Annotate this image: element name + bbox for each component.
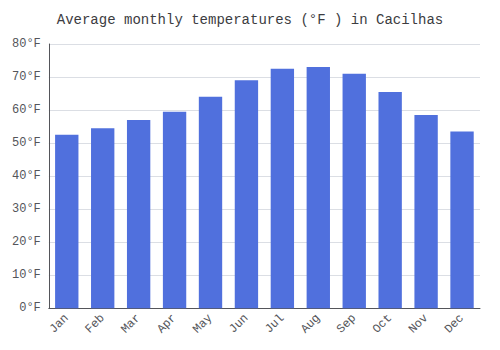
svg-text:Apr: Apr bbox=[154, 311, 179, 336]
svg-text:Aug: Aug bbox=[298, 311, 323, 336]
svg-text:Jan: Jan bbox=[47, 311, 72, 336]
svg-text:May: May bbox=[190, 311, 215, 336]
svg-text:Mar: Mar bbox=[118, 311, 143, 336]
svg-text:60°F: 60°F bbox=[12, 103, 41, 117]
svg-text:50°F: 50°F bbox=[12, 136, 41, 150]
svg-text:Jun: Jun bbox=[226, 311, 251, 336]
svg-text:40°F: 40°F bbox=[12, 169, 41, 183]
svg-text:70°F: 70°F bbox=[12, 70, 41, 84]
svg-text:10°F: 10°F bbox=[12, 268, 41, 282]
svg-text:Nov: Nov bbox=[406, 311, 431, 336]
svg-text:20°F: 20°F bbox=[12, 235, 41, 249]
svg-text:Feb: Feb bbox=[82, 311, 107, 336]
svg-text:Dec: Dec bbox=[442, 311, 467, 336]
svg-text:0°F: 0°F bbox=[19, 301, 41, 315]
svg-text:Jul: Jul bbox=[262, 311, 287, 336]
svg-text:Average monthly temperatures (: Average monthly temperatures (°F ) in Ca… bbox=[57, 12, 443, 28]
svg-text:Sep: Sep bbox=[334, 311, 359, 336]
svg-text:30°F: 30°F bbox=[12, 202, 41, 216]
svg-text:80°F: 80°F bbox=[12, 37, 41, 51]
svg-text:Oct: Oct bbox=[370, 311, 395, 336]
